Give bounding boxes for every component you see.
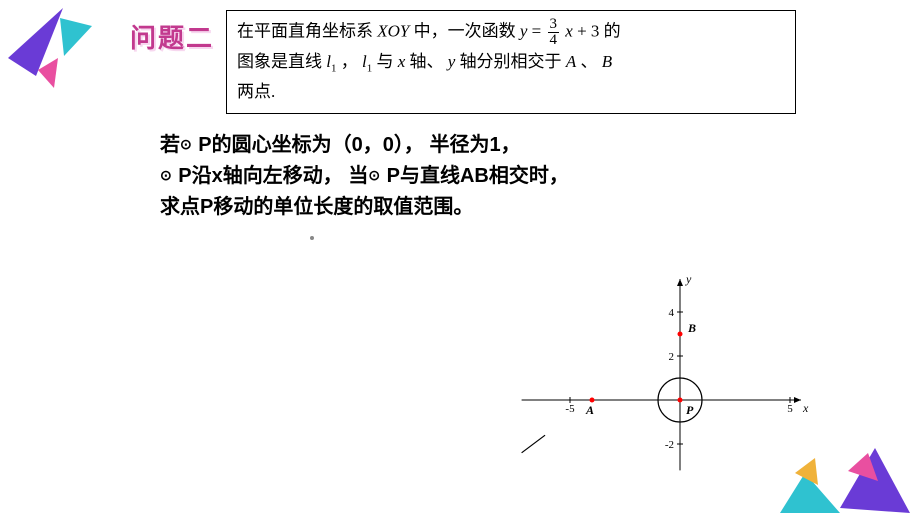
question-line-2: ⊙ P沿x轴向左移动， 当⊙ P与直线AB相交时， <box>160 161 569 192</box>
svg-text:-5: -5 <box>565 403 575 415</box>
heading: 问题二 <box>130 18 214 55</box>
var-xoy: XOY <box>377 21 409 40</box>
txt: 轴、 <box>410 52 444 71</box>
P: P <box>198 134 211 156</box>
eq-x: x <box>565 21 573 40</box>
txt: 图象是直线 <box>237 52 326 71</box>
fraction: 3 4 <box>548 17 560 48</box>
txt: 在平面直角坐标系 <box>237 21 377 40</box>
txt: 求点P移动的单位长度的取值范围。 <box>160 196 473 218</box>
svg-text:-2: -2 <box>665 439 674 451</box>
question-line-1: 若⊙ P的圆心坐标为（0，0）， 半径为1， <box>160 130 569 161</box>
P: P <box>178 165 191 187</box>
question-line-3: 求点P移动的单位长度的取值范围。 <box>160 192 569 223</box>
svg-text:y: y <box>685 272 692 286</box>
svg-text:x: x <box>802 401 809 415</box>
x-var: x <box>398 52 406 71</box>
problem-line-1: 在平面直角坐标系 XOY 中，一次函数 y = 3 4 x + 3 的 <box>237 17 785 48</box>
B: B <box>602 52 612 71</box>
svg-text:5: 5 <box>787 403 793 415</box>
P: P <box>387 165 400 187</box>
problem-box: 在平面直角坐标系 XOY 中，一次函数 y = 3 4 x + 3 的 图象是直… <box>226 10 796 114</box>
circle-icon: ⊙ <box>180 134 192 156</box>
question-block: 若⊙ P的圆心坐标为（0，0）， 半径为1， ⊙ P沿x轴向左移动， 当⊙ P与… <box>160 130 569 223</box>
txt: ， <box>341 52 358 71</box>
A: A <box>566 52 576 71</box>
txt: 、 <box>580 52 597 71</box>
svg-text:B: B <box>687 321 696 335</box>
txt: 的 <box>604 21 621 40</box>
svg-text:4: 4 <box>669 307 675 319</box>
txt: 中，一次函数 <box>414 21 520 40</box>
svg-text:A: A <box>585 403 594 417</box>
circle-icon: ⊙ <box>368 165 380 187</box>
problem-line-2: 图象是直线 l1 ， l1 与 x 轴、 y 轴分别相交于 A 、 B <box>237 48 785 78</box>
txt: 的圆心坐标为（0，0）， 半径为1， <box>212 134 521 156</box>
l1b-sub: 1 <box>367 62 373 74</box>
svg-text:2: 2 <box>669 351 675 363</box>
txt: 沿x轴向左移动， 当 <box>192 165 369 187</box>
page-dot <box>310 236 314 240</box>
coordinate-graph: x y -5 5 -2 2 4 A B P <box>500 270 810 480</box>
eq-eq: = <box>532 21 546 40</box>
y-var: y <box>448 52 456 71</box>
txt: 若 <box>160 134 180 156</box>
txt: 两点. <box>237 82 275 101</box>
txt: 与直线AB相交时， <box>400 165 569 187</box>
frac-num: 3 <box>548 17 560 33</box>
decor-top-left <box>8 8 108 98</box>
frac-den: 4 <box>548 33 560 48</box>
l1-sub: 1 <box>331 62 337 74</box>
circle-icon: ⊙ <box>160 165 172 187</box>
problem-line-3: 两点. <box>237 78 785 105</box>
eq-y: y <box>520 21 528 40</box>
eq-plus3: + 3 <box>577 21 599 40</box>
txt: 轴分别相交于 <box>460 52 566 71</box>
svg-text:P: P <box>686 403 694 417</box>
txt: 与 <box>376 52 397 71</box>
